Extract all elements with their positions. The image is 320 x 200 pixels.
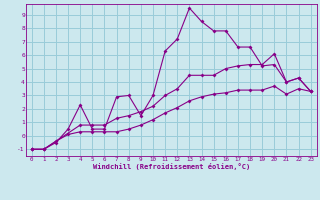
X-axis label: Windchill (Refroidissement éolien,°C): Windchill (Refroidissement éolien,°C) (92, 163, 250, 170)
